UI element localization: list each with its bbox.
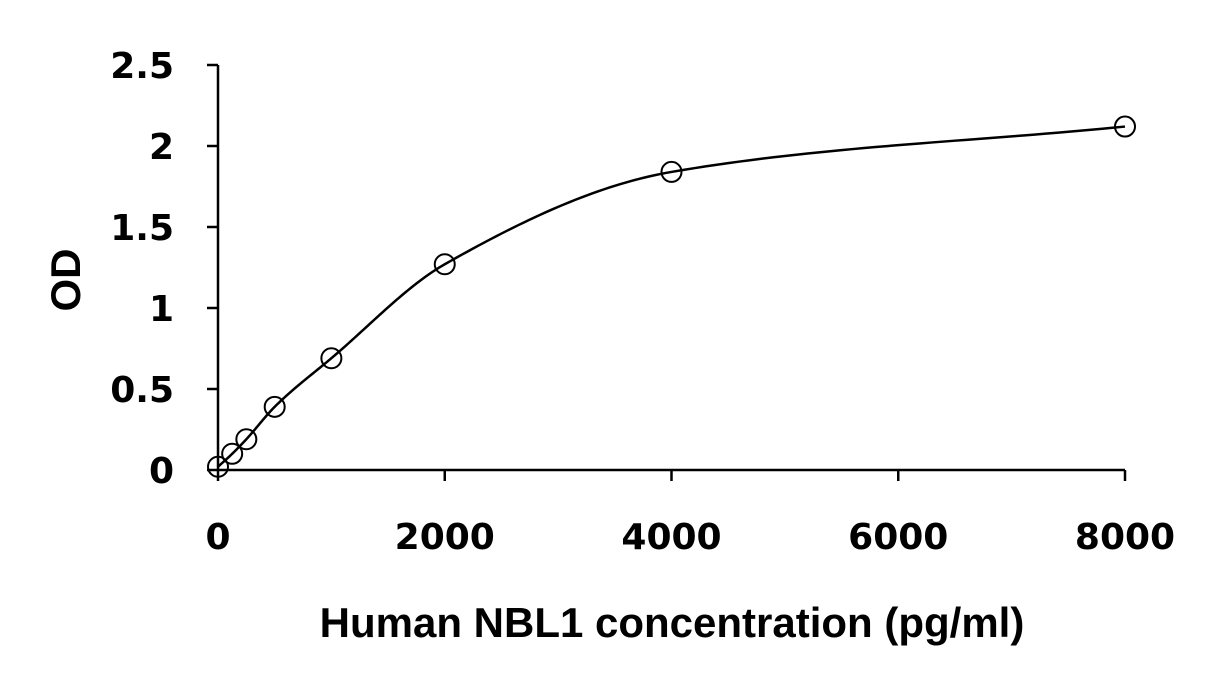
- tick-group: 0 0.5 1 1.5 2 2.5 0 2000 4000 6000 8000: [110, 46, 1175, 558]
- data-point: [433, 253, 456, 276]
- x-axis-title: Human NBL1 concentration (pg/ml): [320, 599, 1025, 646]
- data-point: [235, 428, 258, 451]
- y-tick-label: 2: [149, 127, 174, 168]
- data-point: [1114, 115, 1136, 138]
- fit-curve: [217, 125, 1126, 468]
- data-point: [263, 395, 286, 418]
- x-tick-label: 4000: [621, 517, 721, 558]
- x-tick-label: 6000: [848, 517, 948, 558]
- x-tick-label: 8000: [1075, 517, 1175, 558]
- y-tick-label: 2.5: [110, 46, 174, 87]
- x-tick-label: 0: [205, 517, 230, 558]
- axes: [216, 65, 1125, 472]
- y-axis-title: OD: [42, 249, 89, 312]
- y-tick-label: 1.5: [110, 208, 174, 249]
- data-point: [320, 347, 343, 370]
- data-point: [221, 442, 244, 465]
- fit-curve-group: [217, 125, 1126, 468]
- y-tick-label: 1: [149, 289, 174, 330]
- y-tick-label: 0.5: [110, 370, 174, 411]
- data-point: [207, 455, 229, 478]
- y-tick-label: 0: [149, 451, 174, 492]
- data-point: [660, 160, 683, 183]
- data-points-group: [207, 115, 1136, 478]
- x-tick-label: 2000: [395, 517, 495, 558]
